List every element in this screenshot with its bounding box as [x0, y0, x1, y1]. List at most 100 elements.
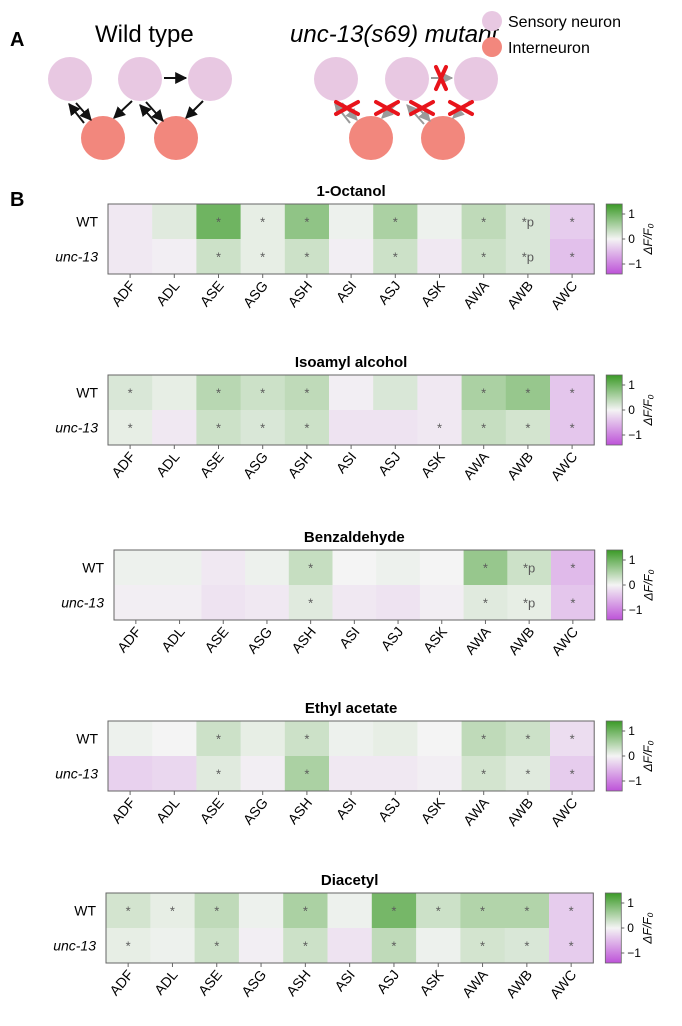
heatmap-cell	[329, 204, 374, 240]
significance-mark: *	[304, 215, 309, 230]
heatmap-cell	[240, 204, 286, 240]
significance-mark: *	[569, 904, 574, 919]
column-label: ASE	[195, 967, 225, 999]
heatmap-cell	[416, 928, 461, 964]
colorbar-tick-label: 0	[628, 749, 635, 763]
colorbar-label: ΔF/F₀	[641, 223, 655, 255]
heatmap-cell	[194, 893, 240, 929]
heatmap-cell	[108, 375, 153, 411]
significance-mark: *	[481, 250, 486, 265]
heatmap-cell	[373, 410, 418, 446]
significance-mark: *	[570, 421, 575, 436]
column-label: ASK	[418, 794, 449, 826]
significance-mark: *	[524, 939, 529, 954]
significance-mark: *	[308, 596, 313, 611]
significance-mark: *	[391, 904, 396, 919]
wt-interneuron-1	[81, 116, 125, 160]
row-label: WT	[76, 214, 98, 230]
block-mark-2	[374, 100, 400, 116]
heatmap-cell	[505, 204, 551, 240]
significance-mark: *	[216, 215, 221, 230]
column-label: AWC	[548, 624, 581, 659]
heatmap-cell	[417, 204, 463, 240]
column-label: ASI	[333, 449, 360, 477]
column-label: ASK	[418, 277, 449, 309]
significance-mark: *	[216, 732, 221, 747]
heatmap-cell	[114, 550, 159, 586]
heatmap-cell	[417, 756, 463, 792]
heatmap-cell	[549, 893, 594, 929]
colorbar-tick-label: 1	[629, 553, 636, 567]
heatmap-cell	[461, 239, 507, 275]
heatmap-cell	[504, 893, 550, 929]
heatmap-cell	[152, 204, 197, 240]
column-label: AWA	[460, 277, 493, 311]
column-label: ASG	[240, 278, 271, 311]
heatmap-cell	[550, 239, 595, 275]
heatmap-cell	[373, 721, 418, 757]
wt-sensory-neuron-2	[118, 57, 162, 101]
heatmap-cell	[371, 893, 417, 929]
colorbar	[606, 549, 624, 621]
heatmap-cell	[152, 721, 197, 757]
column-label: ASG	[244, 624, 275, 657]
heatmap-cell	[288, 585, 333, 621]
heatmap-2: Benzaldehyde * * *p * * * *p * WT unc-13 ADF ADL ASE A…	[61, 529, 656, 659]
colorbar-tick-label: 0	[628, 403, 635, 417]
column-label: ASI	[333, 795, 360, 823]
significance-mark: *	[260, 215, 265, 230]
significance-mark: *	[128, 386, 133, 401]
heatmap-cell	[196, 756, 242, 792]
significance-mark: *	[216, 767, 221, 782]
mut-sensory-neuron-2	[385, 57, 429, 101]
row-label: WT	[82, 560, 104, 576]
significance-mark: *	[216, 421, 221, 436]
panel-a: A Wild type unc-13(s69) mutant Sensory n…	[10, 11, 621, 160]
heatmap-3: Ethyl acetate * * * * * * * * * * WT unc-13 ADF ADL ASE…	[55, 700, 655, 830]
significance-mark: *	[570, 767, 575, 782]
mut-sensory-neuron-3	[454, 57, 498, 101]
significance-mark: *	[304, 421, 309, 436]
legend-interneuron-swatch	[482, 37, 502, 57]
significance-mark: *	[436, 904, 441, 919]
column-label: ADL	[153, 277, 183, 308]
heatmap-cell	[416, 893, 461, 929]
colorbar-tick-label: −1	[627, 946, 641, 960]
significance-mark: *	[304, 767, 309, 782]
blocked-synapse-marks	[334, 65, 474, 116]
heatmap-cell	[157, 550, 202, 586]
significance-mark: *	[214, 939, 219, 954]
heatmap-cell	[461, 721, 507, 757]
significance-mark: *	[481, 215, 486, 230]
colorbar-tick-label: 0	[627, 921, 634, 935]
heatmap-cell	[417, 239, 463, 275]
column-label: ASE	[197, 278, 227, 310]
heatmap-cell	[332, 585, 377, 621]
significance-mark: *	[391, 939, 396, 954]
column-label: AWA	[460, 794, 493, 828]
column-label: ADF	[114, 624, 144, 656]
column-label: ASH	[284, 449, 315, 481]
heatmap-cell	[460, 893, 506, 929]
colorbar-tick-label: 0	[628, 232, 635, 246]
heatmap-cell	[194, 928, 240, 964]
heatmap-cell	[505, 375, 551, 411]
column-label: ASI	[336, 624, 363, 652]
row-label: unc-13	[55, 766, 98, 782]
heatmap-cell	[240, 756, 286, 792]
heatmap-cell	[240, 410, 286, 446]
row-label: WT	[76, 385, 98, 401]
significance-mark: *	[260, 250, 265, 265]
column-label: AWB	[503, 967, 535, 1001]
row-label: unc-13	[61, 595, 104, 611]
significance-mark: *	[303, 904, 308, 919]
column-label: AWB	[504, 449, 536, 483]
significance-mark: *	[170, 904, 175, 919]
row-label: unc-13	[55, 420, 98, 436]
heatmap-cell	[196, 721, 242, 757]
colorbar-label: ΔF/F₀	[640, 912, 654, 944]
significance-mark: *	[483, 596, 488, 611]
column-label: ASK	[420, 623, 451, 655]
heatmap-cell	[284, 721, 330, 757]
column-label: AWC	[547, 449, 580, 484]
